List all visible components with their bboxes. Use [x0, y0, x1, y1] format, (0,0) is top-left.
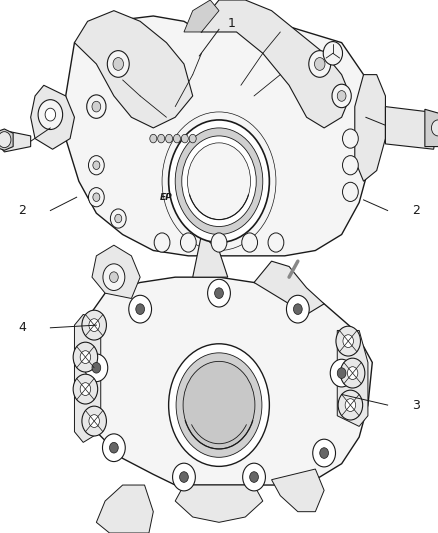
Circle shape — [187, 143, 251, 220]
Circle shape — [103, 264, 125, 290]
Circle shape — [183, 361, 255, 449]
Circle shape — [189, 134, 196, 143]
Circle shape — [102, 434, 125, 462]
Circle shape — [113, 58, 124, 70]
Circle shape — [173, 134, 180, 143]
Circle shape — [93, 193, 100, 201]
Circle shape — [92, 362, 101, 373]
Circle shape — [180, 472, 188, 482]
Circle shape — [180, 233, 196, 252]
Circle shape — [208, 279, 230, 307]
Text: 3: 3 — [412, 399, 420, 411]
Circle shape — [211, 233, 227, 252]
Polygon shape — [74, 314, 101, 442]
Circle shape — [313, 439, 336, 467]
Polygon shape — [175, 485, 263, 522]
Circle shape — [88, 156, 104, 175]
Circle shape — [250, 472, 258, 482]
Polygon shape — [193, 235, 228, 277]
Circle shape — [169, 344, 269, 466]
Polygon shape — [0, 129, 13, 150]
Circle shape — [314, 58, 325, 70]
Circle shape — [0, 132, 11, 148]
Circle shape — [92, 101, 101, 112]
Circle shape — [136, 304, 145, 314]
Circle shape — [173, 463, 195, 491]
Circle shape — [337, 91, 346, 101]
Circle shape — [154, 233, 170, 252]
Circle shape — [45, 108, 56, 121]
Circle shape — [73, 374, 98, 404]
Circle shape — [182, 136, 256, 227]
Polygon shape — [31, 85, 74, 149]
Circle shape — [330, 359, 353, 387]
Circle shape — [115, 214, 122, 223]
Circle shape — [320, 448, 328, 458]
Circle shape — [242, 233, 258, 252]
Polygon shape — [0, 131, 31, 152]
Circle shape — [110, 209, 126, 228]
Circle shape — [286, 295, 309, 323]
Circle shape — [80, 383, 91, 395]
Circle shape — [150, 134, 157, 143]
Circle shape — [85, 354, 108, 382]
Circle shape — [87, 95, 106, 118]
Circle shape — [107, 51, 129, 77]
Text: 1: 1 — [228, 18, 236, 30]
Circle shape — [82, 310, 106, 340]
Polygon shape — [184, 0, 219, 32]
Circle shape — [89, 415, 99, 427]
Circle shape — [345, 399, 356, 411]
Circle shape — [82, 406, 106, 436]
Polygon shape — [355, 75, 385, 181]
Polygon shape — [272, 469, 324, 512]
Text: EP: EP — [160, 193, 173, 201]
Circle shape — [347, 367, 358, 379]
Circle shape — [343, 335, 353, 348]
Circle shape — [431, 120, 438, 136]
Circle shape — [166, 134, 173, 143]
Circle shape — [88, 188, 104, 207]
Polygon shape — [74, 277, 372, 485]
Circle shape — [129, 295, 152, 323]
Circle shape — [158, 134, 165, 143]
Text: 4: 4 — [18, 321, 26, 334]
Circle shape — [309, 51, 331, 77]
Circle shape — [340, 358, 365, 388]
Polygon shape — [337, 330, 368, 426]
Polygon shape — [254, 261, 324, 314]
Circle shape — [332, 84, 351, 108]
Circle shape — [343, 156, 358, 175]
Polygon shape — [385, 107, 438, 149]
Circle shape — [343, 182, 358, 201]
Circle shape — [181, 134, 188, 143]
Circle shape — [293, 304, 302, 314]
Circle shape — [89, 319, 99, 332]
Circle shape — [110, 442, 118, 453]
Circle shape — [38, 100, 63, 130]
Text: 2: 2 — [18, 204, 26, 217]
Circle shape — [73, 342, 98, 372]
Circle shape — [110, 272, 118, 282]
Circle shape — [93, 161, 100, 169]
Text: 2: 2 — [412, 204, 420, 217]
Circle shape — [337, 368, 346, 378]
Polygon shape — [425, 109, 438, 147]
Circle shape — [343, 129, 358, 148]
Circle shape — [176, 353, 262, 457]
Circle shape — [215, 288, 223, 298]
Polygon shape — [96, 485, 153, 533]
Polygon shape — [92, 245, 140, 298]
Polygon shape — [74, 11, 193, 128]
Circle shape — [323, 42, 343, 65]
Circle shape — [243, 463, 265, 491]
Polygon shape — [66, 16, 372, 256]
Circle shape — [336, 326, 360, 356]
Circle shape — [80, 351, 91, 364]
Circle shape — [338, 390, 363, 420]
Circle shape — [268, 233, 284, 252]
Polygon shape — [201, 0, 350, 128]
Circle shape — [175, 128, 263, 235]
Circle shape — [169, 120, 269, 243]
